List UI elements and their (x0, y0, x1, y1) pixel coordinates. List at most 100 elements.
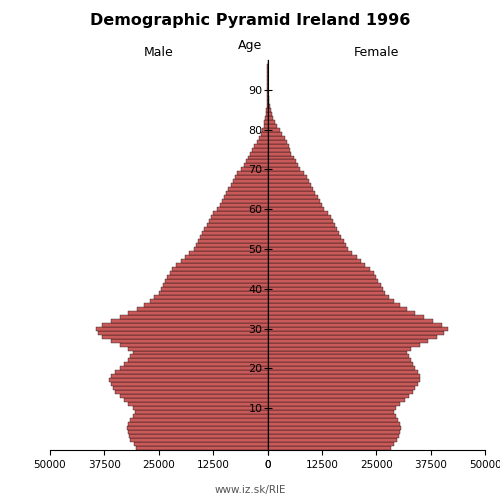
Bar (111, 382, 268, 386)
Bar (220, 204, 268, 207)
Bar (268, 295, 390, 299)
Bar (120, 314, 268, 318)
Bar (170, 271, 268, 275)
Bar (129, 434, 268, 438)
Bar (161, 287, 268, 291)
Bar (111, 374, 268, 378)
Bar (115, 370, 268, 374)
Bar (268, 168, 300, 172)
Bar (268, 438, 397, 442)
Bar (268, 132, 282, 136)
Bar (224, 196, 268, 200)
Bar (268, 430, 400, 434)
Bar (244, 164, 268, 168)
Bar (268, 196, 318, 200)
Bar (256, 140, 268, 143)
Bar (268, 219, 333, 223)
Bar (268, 342, 420, 346)
Bar (268, 378, 420, 382)
Bar (218, 207, 268, 211)
Bar (268, 204, 322, 207)
Bar (268, 346, 411, 350)
Bar (268, 144, 289, 148)
Bar (196, 243, 268, 247)
Bar (250, 152, 268, 156)
Bar (268, 200, 320, 203)
Bar (268, 442, 394, 446)
Bar (136, 446, 268, 450)
Bar (268, 231, 340, 235)
Bar (202, 231, 268, 235)
Bar (266, 108, 268, 112)
Bar (154, 295, 268, 299)
Bar (130, 438, 268, 442)
Bar (268, 330, 444, 334)
Bar (200, 235, 268, 239)
Bar (150, 299, 268, 303)
Bar (268, 358, 411, 362)
Bar (166, 279, 268, 283)
Bar (268, 267, 370, 271)
Bar (268, 422, 400, 426)
Bar (268, 112, 272, 116)
Bar (222, 200, 268, 203)
Bar (194, 247, 268, 251)
Bar (268, 263, 366, 267)
Bar (124, 398, 268, 402)
Bar (130, 354, 268, 358)
Bar (268, 180, 309, 184)
Bar (268, 303, 400, 306)
Bar (120, 394, 268, 398)
Bar (128, 346, 268, 350)
Bar (268, 188, 313, 192)
Bar (135, 410, 268, 414)
Bar (266, 112, 268, 116)
Bar (163, 283, 268, 287)
Title: Female: Female (354, 46, 399, 59)
Title: Male: Male (144, 46, 174, 59)
Bar (128, 402, 268, 406)
Bar (268, 326, 448, 330)
Bar (211, 215, 268, 219)
Bar (228, 188, 268, 192)
Bar (128, 426, 268, 430)
Bar (120, 342, 268, 346)
Bar (268, 362, 413, 366)
Bar (268, 299, 394, 303)
Bar (268, 322, 442, 326)
Bar (268, 366, 416, 370)
Bar (246, 160, 268, 164)
Bar (268, 334, 437, 338)
Bar (268, 414, 396, 418)
Bar (268, 394, 409, 398)
Bar (226, 192, 268, 196)
Bar (268, 418, 398, 422)
Bar (237, 172, 268, 175)
Text: Age: Age (238, 40, 262, 52)
Bar (268, 402, 400, 406)
Bar (268, 318, 433, 322)
Bar (213, 211, 268, 215)
Bar (268, 184, 311, 188)
Bar (268, 108, 271, 112)
Bar (268, 100, 269, 104)
Bar (268, 279, 378, 283)
Bar (268, 207, 324, 211)
Bar (128, 430, 268, 434)
Bar (180, 259, 268, 263)
Bar (206, 223, 268, 227)
Bar (128, 358, 268, 362)
Bar (268, 434, 399, 438)
Bar (204, 227, 268, 231)
Bar (268, 386, 416, 390)
Bar (120, 366, 268, 370)
Bar (232, 180, 268, 184)
Bar (242, 168, 268, 172)
Bar (111, 318, 268, 322)
Bar (252, 148, 268, 152)
Bar (268, 310, 416, 314)
Bar (144, 303, 268, 306)
Bar (268, 104, 270, 108)
Bar (268, 124, 277, 128)
Bar (159, 291, 268, 295)
